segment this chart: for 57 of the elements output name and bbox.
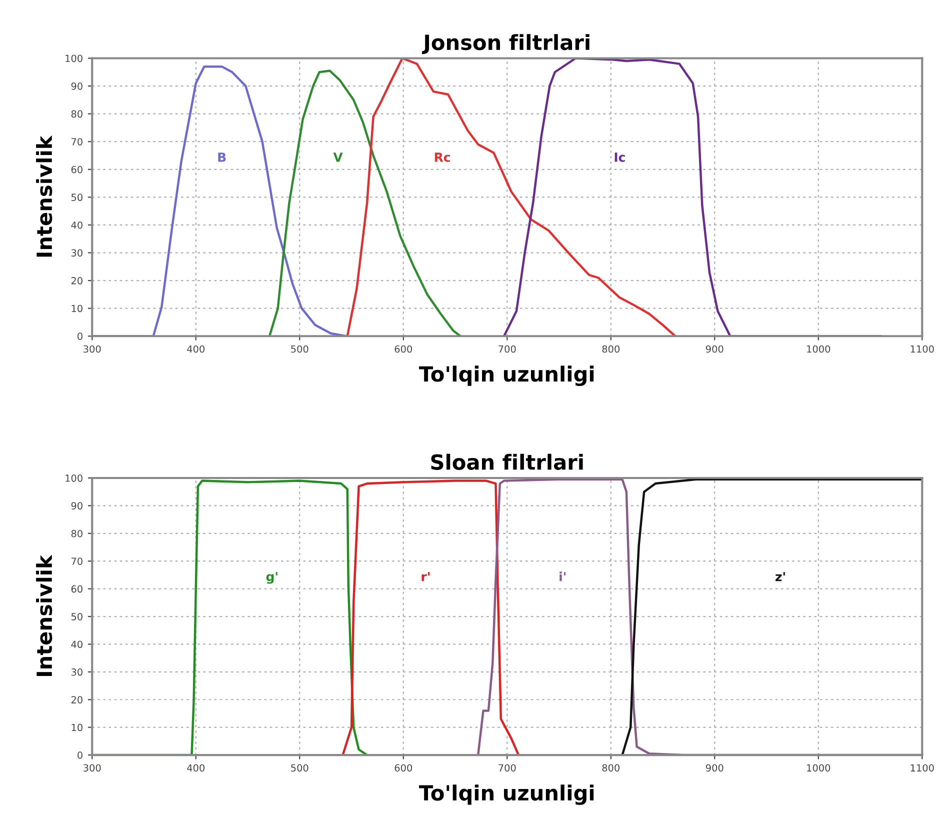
text: Ic [614,152,625,162]
line-series [268,70,462,336]
y-tick-label: 60 [71,166,82,174]
x-axis-title: To'lqin uzunligi [419,366,594,386]
x-tick-label: 1000 [807,345,830,353]
line-series [342,480,520,756]
chart-title: Jonson filtrlari [422,34,590,54]
y-tick-label: 50 [71,194,82,202]
x-tick-label: 1100 [910,345,934,353]
text: i' [560,572,566,582]
text: V [333,152,343,162]
x-tick-label: 600 [394,345,412,353]
x-tick-label: 500 [291,345,308,353]
y-tick-label: 10 [72,724,82,732]
y-tick-label: 50 [71,612,82,620]
text: z' [776,572,785,582]
y-axis-title: Intensivlik [36,135,52,257]
x-tick-label: 600 [394,764,412,772]
y-axis-title: Intensivlik [36,554,52,676]
y-tick-label: 90 [71,502,82,510]
y-tick-label: 80 [71,110,82,118]
x-tick-label: 700 [498,764,516,772]
x-tick-label: 900 [706,345,724,353]
y-tick-label: 10 [72,304,82,312]
y-tick-label: 20 [71,277,82,284]
y-tick-label: 40 [71,221,82,229]
x-tick-label: 300 [84,345,101,353]
y-tick-label: 70 [72,138,82,146]
x-tick-label: 800 [602,764,620,772]
y-tick-label: 40 [71,640,82,648]
y-tick-label: 100 [66,474,82,482]
x-tick-label: 1100 [910,764,934,772]
text: Rc [434,152,450,162]
y-tick-label: 90 [71,82,82,90]
y-tick-label: 30 [71,668,82,676]
chart-title: Sloan filtrlari [431,454,583,470]
x-tick-label: 1000 [807,764,830,772]
y-tick-label: 0 [78,752,82,759]
y-tick-label: 60 [71,585,82,593]
text: r' [422,572,430,582]
x-tick-label: 800 [602,345,620,353]
y-tick-label: 20 [71,696,82,704]
text: B [218,152,226,162]
x-tick-label: 500 [291,764,308,772]
x-tick-label: 400 [187,345,205,353]
x-tick-label: 900 [706,764,724,772]
y-tick-label: 70 [72,558,82,565]
y-tick-label: 80 [71,530,82,538]
x-tick-label: 400 [187,764,205,772]
x-axis-title: To'lqin uzunligi [419,784,594,805]
y-tick-label: 0 [78,332,82,340]
y-tick-label: 100 [66,54,82,62]
text: g' [266,572,278,584]
line-series [346,58,676,336]
x-tick-label: 300 [84,764,101,772]
y-tick-label: 30 [71,249,82,257]
x-tick-label: 700 [498,345,516,353]
